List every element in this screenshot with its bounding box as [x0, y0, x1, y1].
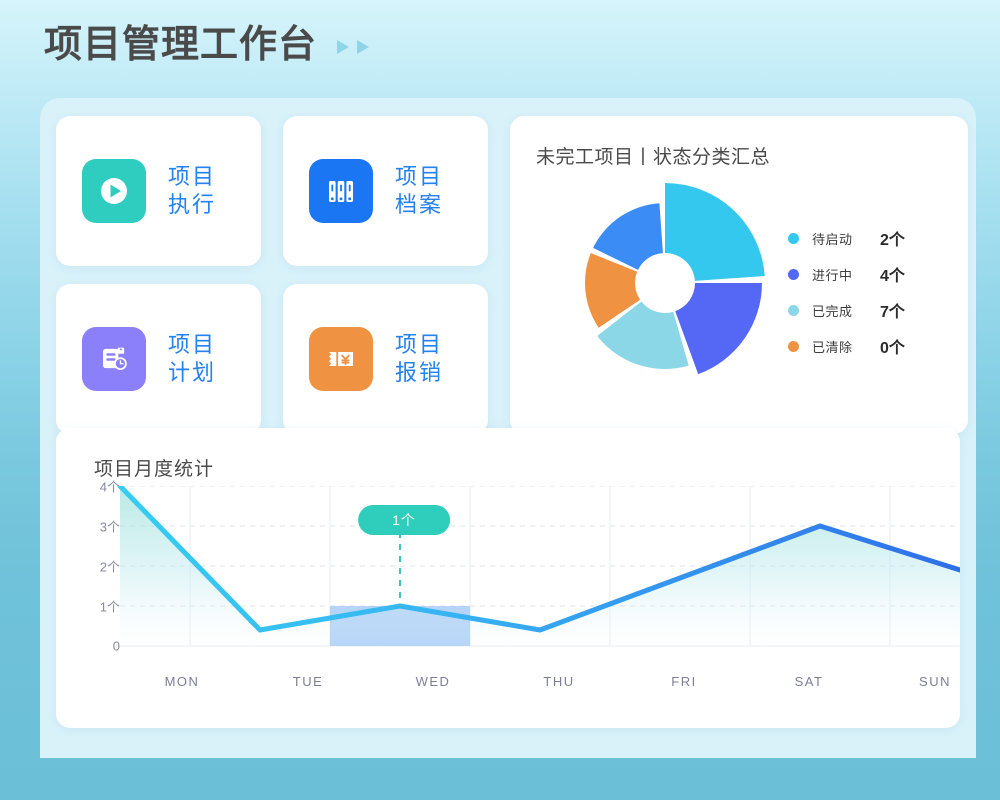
receipt-yen-icon	[309, 327, 373, 391]
y-tick-label: 4个	[99, 479, 120, 495]
monthly-statistics-title: 项目月度统计	[94, 459, 215, 480]
shortcut-grid: 项目 执行 项目 档案	[56, 116, 488, 434]
main-panel: 项目 执行 项目 档案	[40, 98, 976, 758]
shortcut-card-project-execution[interactable]: 项目 执行	[56, 116, 261, 266]
play-circle-icon	[82, 159, 146, 223]
status-donut-chart[interactable]	[560, 178, 770, 388]
document-clock-icon	[82, 327, 146, 391]
legend-label: 进行中	[812, 267, 853, 283]
status-legend: 待启动 2个 进行中 4个 已完成 7个 已清除 0个	[788, 220, 938, 364]
monthly-statistics-card: 项目月度统计 4个 3个 2个 1个 0 MON TUE WED THU FRI…	[56, 428, 960, 728]
x-tick-label: TUE	[292, 674, 324, 689]
x-tick-label: SAT	[794, 674, 824, 689]
legend-value: 2个	[880, 232, 905, 249]
shortcut-label: 项目 档案	[395, 163, 444, 217]
legend-color-dot	[788, 304, 799, 316]
top-row: 项目 执行 项目 档案	[56, 116, 968, 434]
x-tick-label: THU	[543, 674, 575, 689]
page-title: 项目管理工作台	[44, 24, 318, 66]
double-chevron-right-icon[interactable]	[335, 36, 373, 58]
shortcut-card-project-plan[interactable]: 项目 计划	[56, 284, 261, 434]
x-tick-label: SUN	[919, 674, 951, 689]
page-header: 项目管理工作台	[44, 26, 373, 64]
chart-tooltip[interactable]: 1个	[358, 505, 450, 535]
shortcut-label: 项目 执行	[168, 163, 217, 217]
shortcut-label: 项目 计划	[168, 331, 217, 385]
x-tick-label: MON	[164, 674, 200, 689]
y-axis-labels: 4个 3个 2个 1个 0	[56, 480, 120, 666]
y-tick-label: 2个	[99, 559, 120, 575]
archive-binders-icon	[309, 159, 373, 223]
y-tick-label: 0	[112, 638, 120, 654]
x-axis-labels: MON TUE WED THU FRI SAT SUN	[56, 674, 960, 698]
y-tick-label: 3个	[99, 519, 120, 535]
legend-color-dot	[788, 340, 799, 352]
legend-item[interactable]: 已清除 0个	[788, 328, 938, 364]
legend-label: 已完成	[812, 303, 853, 319]
shortcut-card-project-reimbursement[interactable]: 项目 报销	[283, 284, 488, 434]
x-tick-label: FRI	[671, 674, 697, 689]
x-tick-label: WED	[415, 674, 451, 689]
shortcut-card-project-archive[interactable]: 项目 档案	[283, 116, 488, 266]
shortcut-label: 项目 报销	[395, 331, 444, 385]
y-tick-label: 1个	[99, 599, 120, 615]
legend-item[interactable]: 待启动 2个	[788, 220, 938, 256]
status-summary-card: 未完工项目丨状态分类汇总 待启动 2个 进行中 4个 已完成	[510, 116, 968, 434]
legend-label: 已清除	[812, 339, 853, 355]
legend-label: 待启动	[812, 231, 853, 247]
status-summary-title: 未完工项目丨状态分类汇总	[536, 147, 771, 168]
legend-item[interactable]: 已完成 7个	[788, 292, 938, 328]
legend-value: 4个	[880, 268, 905, 285]
legend-color-dot	[788, 268, 799, 280]
legend-color-dot	[788, 232, 799, 244]
legend-item[interactable]: 进行中 4个	[788, 256, 938, 292]
monthly-statistics-chart[interactable]: 4个 3个 2个 1个 0 MON TUE WED THU FRI SAT SU…	[56, 480, 960, 716]
legend-value: 0个	[880, 340, 905, 357]
legend-value: 7个	[880, 304, 905, 321]
